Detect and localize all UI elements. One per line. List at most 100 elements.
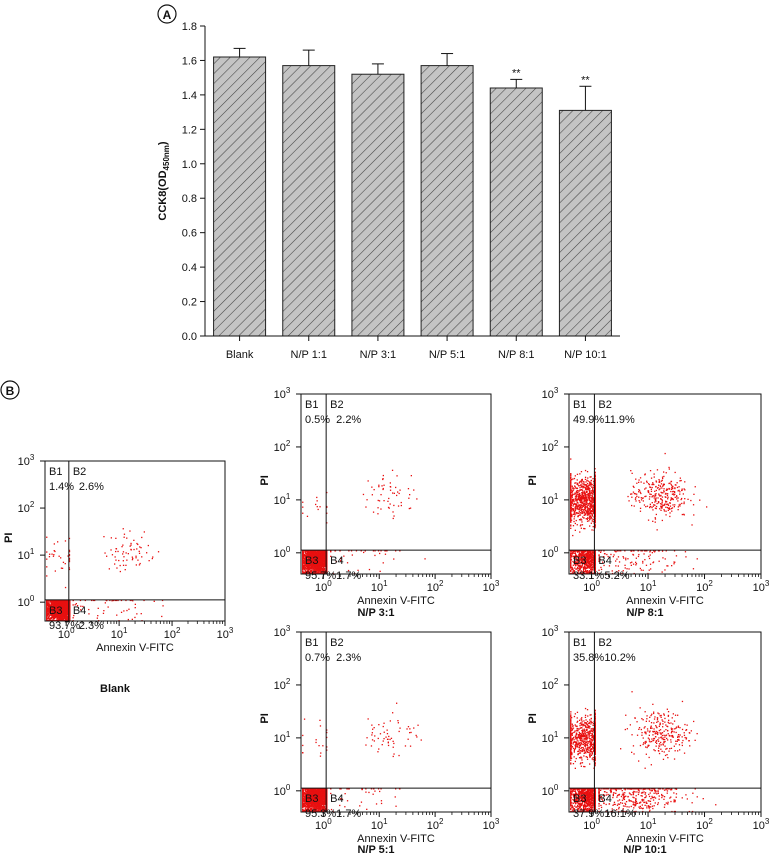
quadrant-percent: 49.9%: [573, 414, 604, 426]
quadrant-name: B2: [330, 637, 343, 649]
x-tick-label: 102: [164, 626, 181, 641]
x-tick-label: N/P 10:1: [564, 349, 607, 361]
y-tick-label: 102: [542, 439, 559, 454]
plot-title: N/P 3:1: [357, 607, 394, 619]
quadrant-percent: 5.2%: [604, 570, 629, 582]
quadrant-name: B2: [598, 637, 611, 649]
x-tick-label: 102: [427, 817, 444, 832]
quadrant-name: B1: [305, 399, 318, 411]
bar: [213, 56, 267, 337]
quadrant-percent: 95.7%: [305, 570, 336, 582]
x-tick-label: 103: [217, 626, 234, 641]
x-tick-label: 100: [315, 579, 332, 594]
quadrant-percent: 2.2%: [336, 414, 361, 426]
event-dots: [302, 469, 426, 575]
bar-group: [213, 47, 267, 337]
y-tick-label: 0.2: [182, 297, 197, 309]
bar-group: [351, 63, 405, 337]
x-tick-label: N/P 3:1: [360, 349, 397, 361]
x-tick-label: 100: [315, 817, 332, 832]
x-tick-label: 101: [371, 579, 388, 594]
bar-group: **: [489, 67, 543, 337]
y-tick-label: 1.4: [182, 90, 197, 102]
x-tick-label: 100: [583, 579, 600, 594]
y-axis-title: PI: [259, 713, 271, 723]
x-tick-label: 101: [640, 579, 657, 594]
bar: [489, 87, 543, 337]
y-tick-label: 0.0: [182, 331, 197, 343]
bar-group: [420, 53, 474, 337]
x-axis-title: Annexin V-FITC: [357, 833, 435, 845]
y-tick-label: 103: [542, 624, 559, 639]
panel-b-badge: B: [0, 380, 20, 400]
bar-group: [282, 49, 336, 337]
bar: [351, 73, 405, 337]
x-tick-label: 102: [696, 579, 713, 594]
y-tick-label: 100: [274, 545, 291, 560]
x-tick-label: 102: [696, 817, 713, 832]
significance-label: **: [581, 74, 590, 86]
x-axis-title: Annexin V-FITC: [357, 595, 435, 607]
x-tick-label: 100: [58, 626, 75, 641]
event-dots: [570, 452, 708, 575]
y-tick-label: 101: [542, 730, 559, 745]
bar: [282, 65, 336, 337]
quadrant-percent: 16.1%: [604, 808, 635, 820]
y-tick-label: 102: [18, 500, 35, 515]
y-axis-title: PI: [259, 475, 271, 485]
x-tick-label: 101: [371, 817, 388, 832]
plot-title: N/P 5:1: [357, 844, 394, 856]
quadrant-name: B1: [305, 637, 318, 649]
quadrant-name: B4: [330, 793, 343, 805]
y-tick-label: 1.6: [182, 55, 197, 67]
x-tick-label: 103: [753, 817, 770, 832]
y-tick-label: 100: [542, 545, 559, 560]
x-axis-labels: Blank N/P 1:1 N/P 3:1 N/P 5:1 N/P 8:1 N/P 10:…: [226, 336, 607, 361]
event-dots: [46, 528, 164, 622]
bar-chart: 0.0 0.2 0.4 0.6 0.8 1.0 1.2 1.4 1.6 1.8 ** ** Blan…: [157, 21, 620, 361]
x-tick-label: 103: [483, 579, 500, 594]
x-tick-label: 100: [583, 817, 600, 832]
flow-plot: 100 101 102 103 100 101 102 103 Annexin V-FITC PI…: [259, 386, 500, 619]
y-axis-title: CCK8(OD450nm): [157, 141, 171, 220]
y-axis-ticks: 0.0 0.2 0.4 0.6 0.8 1.0 1.2 1.4 1.6 1.8: [182, 21, 205, 343]
x-tick-label: 102: [427, 579, 444, 594]
plot-title: N/P 10:1: [623, 844, 666, 856]
flow-cytometry-plots: 100 101 102 103 100 101 102 103 Annexin V-FITC PI…: [3, 386, 770, 856]
panel-a-badge: A: [157, 4, 177, 24]
quadrant-percent: 2.3%: [79, 620, 104, 632]
y-tick-label: 103: [542, 386, 559, 401]
quadrant-percent: 93.7%: [49, 620, 80, 632]
quadrant-percent: 11.9%: [604, 414, 635, 426]
quadrant-percent: 2.6%: [79, 481, 104, 493]
quadrant-name: B3: [49, 605, 62, 617]
y-axis-title: PI: [527, 475, 539, 485]
quadrant-name: B2: [330, 399, 343, 411]
y-axis-title: PI: [527, 713, 539, 723]
flow-plot: 100 101 102 103 100 101 102 103 Annexin V-FITC PI…: [527, 386, 770, 619]
flow-plot: 100 101 102 103 100 101 102 103 Annexin V-FITC PI…: [527, 624, 770, 856]
quadrant-name: B1: [573, 637, 586, 649]
y-tick-label: 1.2: [182, 124, 197, 136]
y-tick-label: 100: [542, 783, 559, 798]
plot-title: N/P 8:1: [626, 607, 663, 619]
y-tick-label: 0.8: [182, 193, 197, 205]
quadrant-name: B3: [573, 555, 586, 567]
x-tick-label: 103: [753, 579, 770, 594]
bars: ** **: [213, 47, 612, 337]
quadrant-percent: 33.1%: [573, 570, 604, 582]
x-tick-label: N/P 5:1: [429, 349, 466, 361]
x-axis-title: Annexin V-FITC: [626, 595, 704, 607]
x-tick-label: 101: [111, 626, 128, 641]
flow-plot: 100 101 102 103 100 101 102 103 Annexin V-FITC PI…: [259, 624, 500, 856]
y-tick-label: 1.8: [182, 21, 197, 33]
quadrant-percent: 0.5%: [305, 414, 330, 426]
y-tick-label: 102: [542, 677, 559, 692]
y-tick-label: 101: [274, 492, 291, 507]
quadrant-percent: 1.4%: [49, 481, 74, 493]
quadrant-percent: 1.7%: [336, 808, 361, 820]
y-tick-label: 103: [274, 386, 291, 401]
y-tick-label: 0.6: [182, 228, 197, 240]
panel-b-label: B: [6, 384, 15, 398]
